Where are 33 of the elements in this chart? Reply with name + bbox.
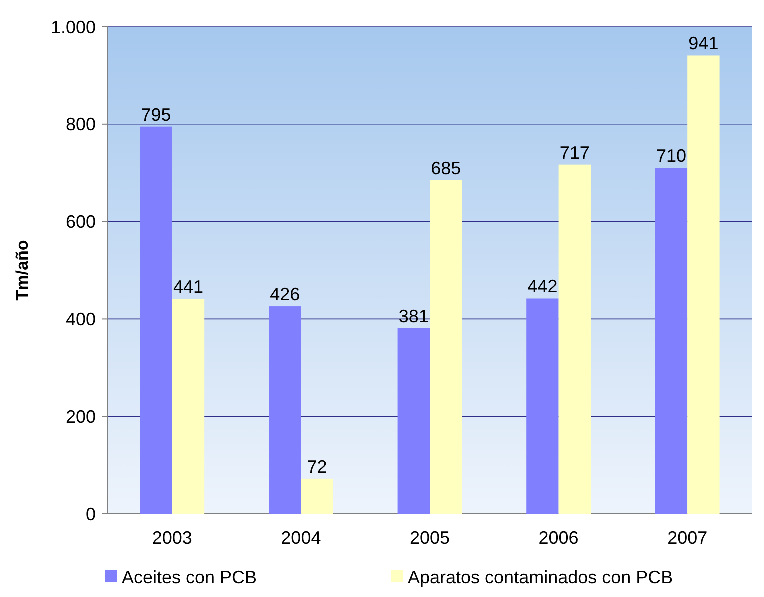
- x-tick-label: 2005: [410, 528, 450, 548]
- data-label: 685: [431, 158, 462, 178]
- bar: [558, 164, 591, 514]
- bar: [688, 56, 720, 514]
- bar: [398, 328, 430, 514]
- data-label: 795: [141, 104, 172, 125]
- legend-label: Aceites con PCB: [122, 567, 258, 588]
- data-label: 426: [270, 284, 300, 305]
- y-tick-label: 800: [66, 114, 96, 135]
- bar: [526, 298, 559, 514]
- bar: [140, 126, 172, 514]
- bar: [269, 306, 302, 514]
- data-label: 441: [173, 277, 204, 298]
- x-tick-label: 2006: [538, 528, 579, 548]
- y-tick-label: 1.000: [50, 17, 96, 38]
- y-tick-label: 0: [86, 504, 96, 524]
- data-label: 717: [560, 142, 590, 163]
- y-tick-label: 600: [66, 212, 96, 232]
- x-tick-label: 2007: [668, 528, 708, 548]
- bar: [301, 478, 334, 514]
- y-tick-label: 400: [66, 310, 96, 330]
- legend-label: Aparatos contaminados con PCB: [408, 567, 674, 588]
- bar: [430, 180, 462, 514]
- x-tick-label: 2003: [152, 528, 192, 548]
- x-tick-label: 2004: [281, 528, 322, 548]
- bar: [655, 168, 688, 514]
- data-label: 941: [688, 34, 719, 54]
- data-label: 710: [656, 146, 687, 166]
- data-label: 72: [307, 456, 328, 477]
- y-axis-title: Tm/año: [13, 240, 32, 301]
- bar: [172, 299, 205, 514]
- data-label: 442: [528, 276, 558, 297]
- y-tick-label: 200: [66, 406, 96, 427]
